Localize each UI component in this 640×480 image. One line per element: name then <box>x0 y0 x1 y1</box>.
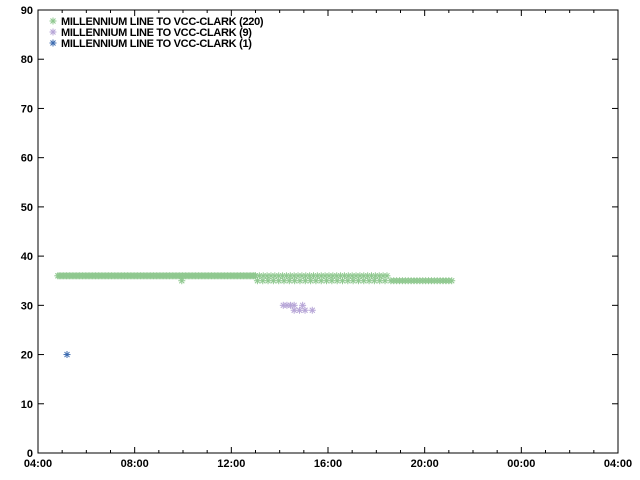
legend-label: MILLENNIUM LINE TO VCC-CLARK (220) <box>61 16 264 28</box>
svg-text:04:00: 04:00 <box>604 458 632 470</box>
svg-text:40: 40 <box>21 251 33 263</box>
svg-text:00:00: 00:00 <box>507 458 535 470</box>
svg-text:90: 90 <box>21 5 33 17</box>
svg-text:0: 0 <box>27 448 33 460</box>
svg-text:16:00: 16:00 <box>314 458 342 470</box>
svg-text:80: 80 <box>21 54 33 66</box>
svg-text:12:00: 12:00 <box>217 458 245 470</box>
svg-text:50: 50 <box>21 202 33 214</box>
legend: MILLENNIUM LINE TO VCC-CLARK (220) MILLE… <box>61 15 264 50</box>
svg-text:70: 70 <box>21 103 33 115</box>
legend-item: MILLENNIUM LINE TO VCC-CLARK (1) <box>61 37 263 50</box>
legend-item: MILLENNIUM LINE TO VCC-CLARK (220) <box>61 15 264 28</box>
legend-label: MILLENNIUM LINE TO VCC-CLARK (1) <box>61 38 252 50</box>
svg-text:10: 10 <box>21 399 33 411</box>
svg-text:30: 30 <box>21 300 33 312</box>
legend-item: MILLENNIUM LINE TO VCC-CLARK (9) <box>61 26 263 39</box>
svg-text:20: 20 <box>21 350 33 362</box>
svg-text:60: 60 <box>21 153 33 165</box>
svg-text:08:00: 08:00 <box>121 458 149 470</box>
svg-text:20:00: 20:00 <box>411 458 439 470</box>
svg-text:04:00: 04:00 <box>24 458 52 470</box>
legend-label: MILLENNIUM LINE TO VCC-CLARK (9) <box>61 27 252 39</box>
